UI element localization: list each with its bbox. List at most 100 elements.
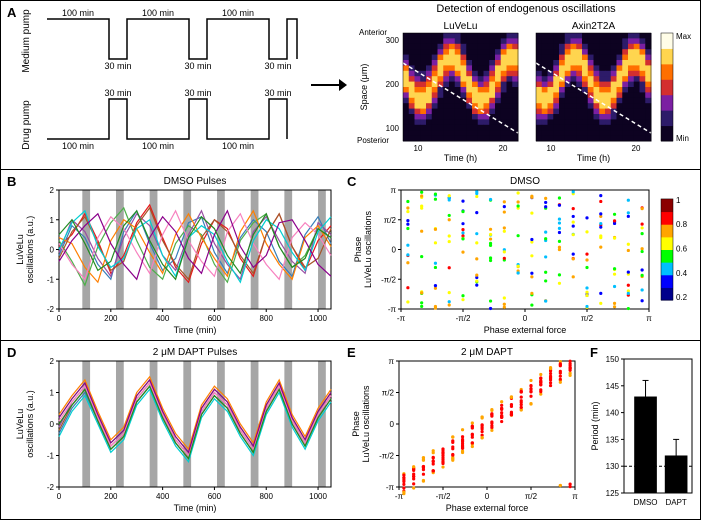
panel-D: D 2 μM DAPT Pulses-2-1012020040060080010… — [1, 341, 341, 519]
svg-text:LuVeLu: LuVeLu — [15, 409, 25, 440]
svg-text:Drug pump: Drug pump — [21, 100, 32, 150]
svg-text:200: 200 — [386, 80, 400, 89]
panel-E-chart: 2 μM DAPT-π-π/20π/2π-π-π/20π/2πPhaseLuVe… — [347, 343, 585, 515]
svg-text:100 min: 100 min — [222, 8, 254, 18]
panel-D-chart: 2 μM DAPT Pulses-2-101202004006008001000… — [9, 343, 339, 515]
svg-text:π: π — [388, 357, 394, 366]
svg-text:LuVeLu oscillations: LuVeLu oscillations — [361, 385, 371, 463]
svg-text:-π: -π — [397, 314, 406, 323]
svg-text:-π/2: -π/2 — [381, 275, 396, 284]
svg-text:400: 400 — [156, 492, 170, 501]
svg-text:0: 0 — [50, 420, 55, 429]
svg-text:Space (μm): Space (μm) — [359, 64, 369, 111]
svg-text:30 min: 30 min — [264, 61, 291, 71]
svg-text:π: π — [572, 492, 578, 501]
svg-text:-π: -π — [395, 492, 404, 501]
svg-text:Phase: Phase — [353, 237, 363, 263]
svg-text:10: 10 — [547, 144, 556, 153]
svg-text:10: 10 — [414, 144, 423, 153]
svg-text:Phase external force: Phase external force — [446, 503, 529, 513]
svg-text:π/2: π/2 — [382, 389, 395, 398]
svg-text:100 min: 100 min — [222, 141, 254, 151]
panel-C-chart: DMSO -π -π/2 0 π/2 π -π -π/2 0 π/2 π PhaseLuVeLu os… — [349, 172, 699, 337]
svg-text:DMSO: DMSO — [510, 176, 540, 187]
arrow-icon — [309, 75, 349, 95]
svg-text:0.6: 0.6 — [676, 245, 688, 254]
svg-text:2: 2 — [50, 357, 55, 366]
svg-text:Time (min): Time (min) — [174, 325, 217, 335]
svg-text:2: 2 — [50, 186, 55, 195]
svg-text:0.4: 0.4 — [676, 269, 688, 278]
svg-text:0.8: 0.8 — [676, 220, 688, 229]
panel-C: C DMSO-π-π/20π/2π-π-π/20π/2πPhaseLuVeLu … — [341, 170, 700, 340]
svg-text:0.2: 0.2 — [676, 293, 688, 302]
svg-text:-π: -π — [388, 305, 397, 314]
svg-text:Anterior: Anterior — [359, 28, 387, 37]
svg-text:Min: Min — [676, 134, 689, 143]
svg-text:30 min: 30 min — [264, 88, 291, 98]
svg-text:0: 0 — [392, 246, 397, 255]
svg-text:π/2: π/2 — [384, 216, 397, 225]
svg-text:200: 200 — [104, 314, 118, 323]
svg-text:LuVeLu oscillations: LuVeLu oscillations — [363, 210, 373, 288]
heatmaps: LuVeLuAxin2T2AAnteriorPosteriorSpace (μm… — [353, 17, 698, 167]
svg-text:140: 140 — [606, 409, 620, 418]
svg-text:1: 1 — [50, 389, 55, 398]
svg-text:-π/2: -π/2 — [456, 314, 471, 323]
svg-text:π: π — [390, 186, 396, 195]
svg-text:-1: -1 — [47, 275, 55, 284]
svg-text:0: 0 — [523, 314, 528, 323]
svg-text:800: 800 — [260, 492, 274, 501]
svg-text:30 min: 30 min — [104, 88, 131, 98]
svg-text:100: 100 — [386, 124, 400, 133]
svg-text:Axin2T2A: Axin2T2A — [572, 21, 616, 32]
svg-text:Phase: Phase — [351, 411, 361, 437]
svg-text:1000: 1000 — [309, 492, 327, 501]
panel-B-chart: DMSO Pulses-2-101202004006008001000LuVeL… — [9, 172, 339, 337]
svg-text:600: 600 — [208, 492, 222, 501]
svg-text:LuVeLu: LuVeLu — [15, 234, 25, 265]
pump-schematic: Medium pump Drug pump 100 min 30 min 100 min… — [19, 5, 309, 165]
svg-text:DMSO Pulses: DMSO Pulses — [164, 176, 227, 187]
svg-text:LuVeLu: LuVeLu — [444, 21, 478, 32]
svg-text:100 min: 100 min — [142, 141, 174, 151]
svg-text:150: 150 — [606, 355, 620, 364]
svg-text:oscillations (a.u.): oscillations (a.u.) — [25, 216, 35, 284]
svg-text:Time (h): Time (h) — [444, 153, 477, 163]
svg-text:100 min: 100 min — [62, 141, 94, 151]
svg-text:0: 0 — [390, 420, 395, 429]
svg-text:125: 125 — [606, 489, 620, 498]
svg-text:-1: -1 — [47, 452, 55, 461]
svg-text:Time (min): Time (min) — [174, 503, 217, 513]
figure-container: A Medium pump Drug pump 100 min 30 min 100 m… — [0, 0, 701, 520]
svg-text:30 min: 30 min — [104, 61, 131, 71]
svg-text:20: 20 — [632, 144, 641, 153]
panel-A: A Medium pump Drug pump 100 min 30 min 100 m… — [1, 1, 700, 169]
svg-text:Max: Max — [676, 32, 691, 41]
svg-text:DAPT: DAPT — [665, 498, 686, 507]
panel-E: E 2 μM DAPT-π-π/20π/2π-π-π/20π/2πPhaseLu… — [341, 341, 586, 519]
svg-text:0: 0 — [50, 246, 55, 255]
svg-text:2 μM DAPT: 2 μM DAPT — [461, 347, 513, 358]
svg-text:20: 20 — [499, 144, 508, 153]
panel-F-chart: 125130135140145150Period (min)DMSODAPT — [588, 343, 698, 515]
svg-text:100 min: 100 min — [142, 8, 174, 18]
svg-text:Medium pump: Medium pump — [21, 9, 32, 73]
panel-F: F 125130135140145150Period (min)DMSODAPT — [586, 341, 700, 519]
svg-text:Period (min): Period (min) — [590, 401, 600, 450]
svg-text:800: 800 — [260, 314, 274, 323]
svg-text:0: 0 — [57, 314, 62, 323]
svg-text:30 min: 30 min — [184, 88, 211, 98]
svg-text:600: 600 — [208, 314, 222, 323]
svg-text:135: 135 — [606, 435, 620, 444]
svg-text:100 min: 100 min — [62, 8, 94, 18]
svg-text:1: 1 — [50, 216, 55, 225]
heatmaps-title: Detection of endogenous oscillations — [396, 3, 656, 15]
svg-text:π/2: π/2 — [581, 314, 594, 323]
svg-text:2 μM DAPT Pulses: 2 μM DAPT Pulses — [153, 347, 238, 358]
panel-A-label: A — [7, 5, 16, 20]
svg-text:π: π — [646, 314, 652, 323]
svg-text:1000: 1000 — [309, 314, 327, 323]
svg-text:π/2: π/2 — [525, 492, 538, 501]
svg-text:200: 200 — [104, 492, 118, 501]
